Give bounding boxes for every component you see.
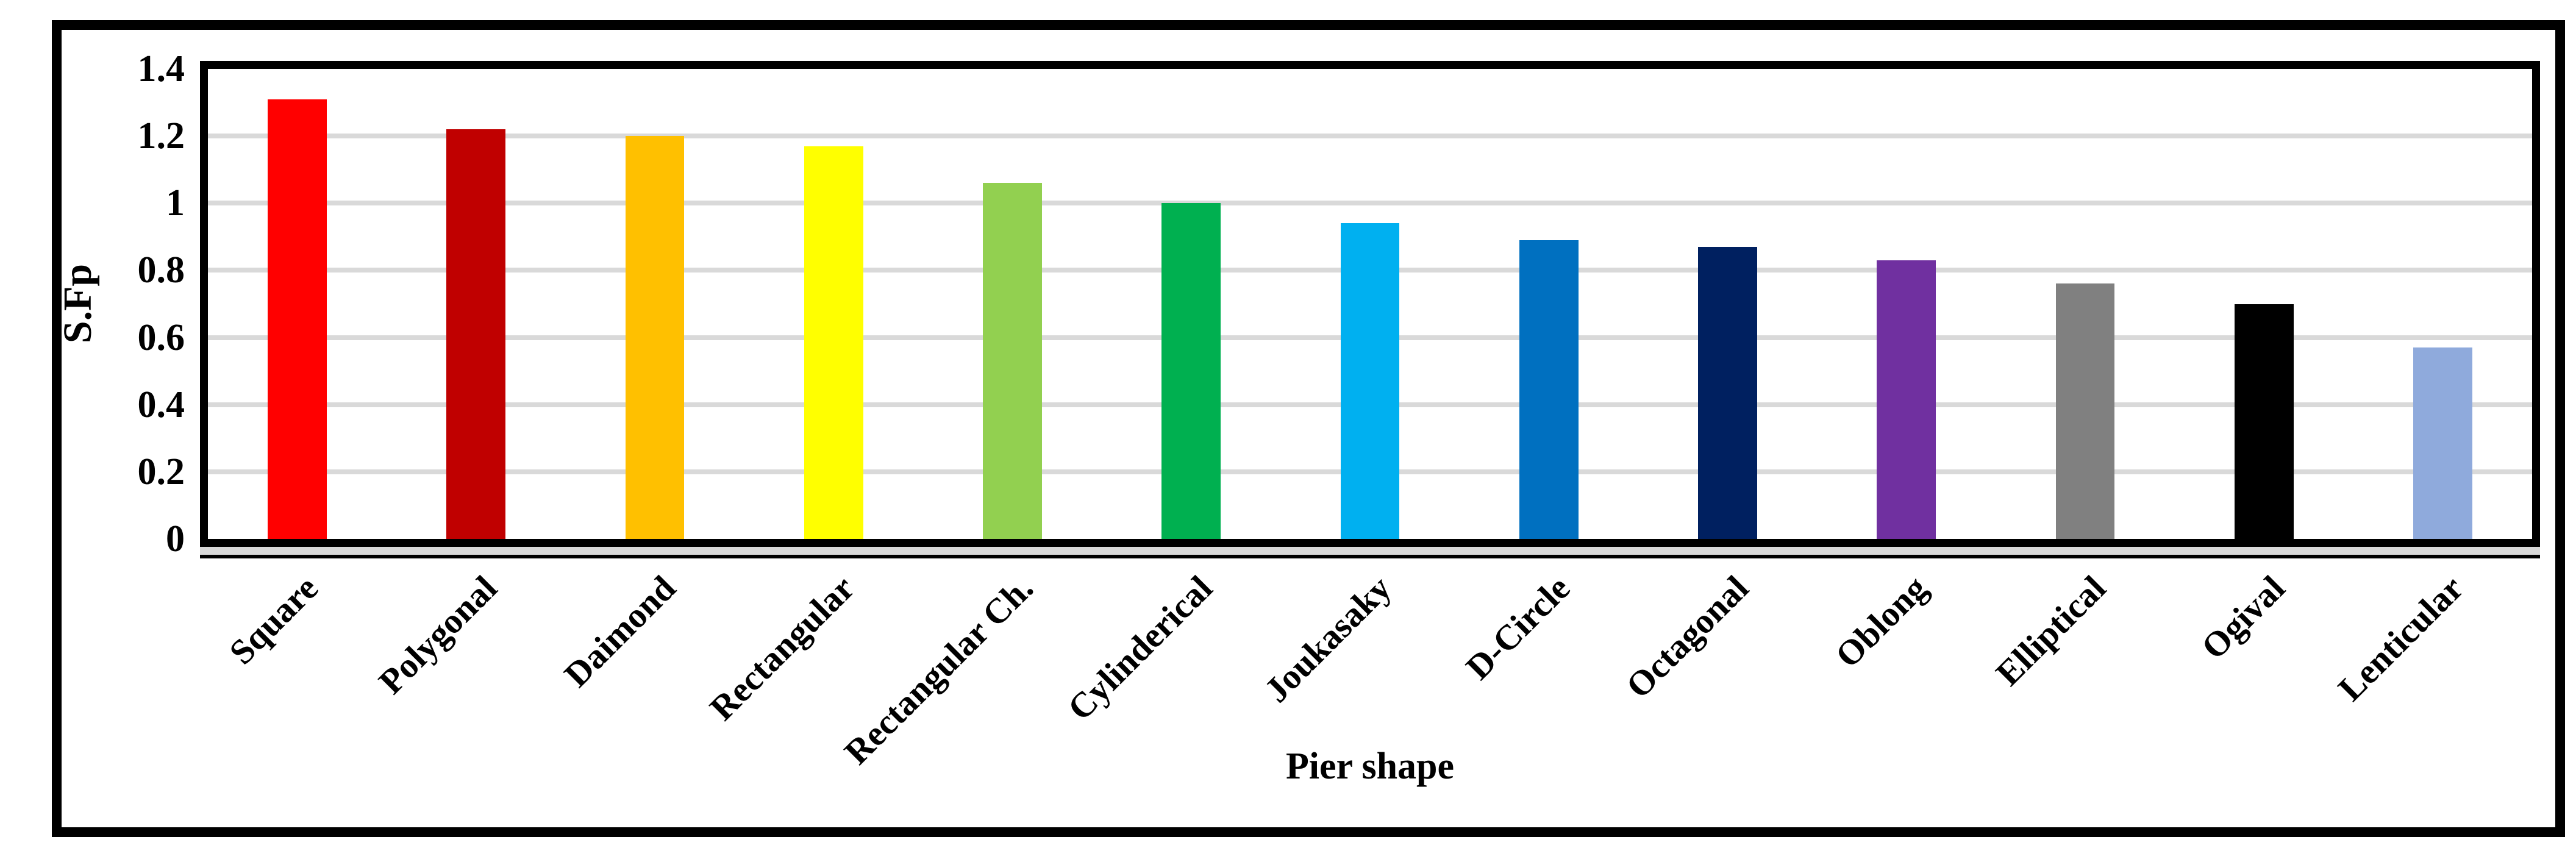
bar-cell xyxy=(1996,69,2174,539)
plot-inner xyxy=(208,69,2532,539)
bar-cell xyxy=(1817,69,1996,539)
bar-daimond xyxy=(625,136,685,539)
bar-cell xyxy=(565,69,744,539)
x-tick-label: Ogival xyxy=(2193,568,2292,667)
bar-square xyxy=(268,99,327,539)
gridline xyxy=(208,201,2532,206)
y-tick-label: 0 xyxy=(166,518,185,560)
y-tick-label: 0.2 xyxy=(137,451,185,493)
bar-oblong xyxy=(1877,260,1936,539)
x-axis-baseline xyxy=(200,547,2540,558)
y-tick-label: 1.2 xyxy=(137,115,185,157)
bar-lenticular xyxy=(2413,347,2472,539)
bar-cell xyxy=(387,69,565,539)
bar-cell xyxy=(923,69,1102,539)
x-tick-label: Square xyxy=(221,568,326,672)
bar-cylinderical xyxy=(1161,203,1221,539)
bar-d-circle xyxy=(1519,240,1579,539)
bar-cell xyxy=(1460,69,1638,539)
bar-polygonal xyxy=(446,129,506,539)
gridline xyxy=(208,134,2532,139)
bar-series xyxy=(208,69,2532,539)
x-tick-label: D-Circle xyxy=(1458,568,1577,688)
bar-joukasaky xyxy=(1340,223,1400,539)
bar-cell xyxy=(744,69,923,539)
bar-cell xyxy=(1638,69,1817,539)
bar-cell xyxy=(1280,69,1459,539)
y-tick-label: 0.4 xyxy=(137,383,185,426)
x-tick-label: Oblong xyxy=(1827,568,1935,675)
bar-cell xyxy=(1102,69,1280,539)
bar-rectangular-ch xyxy=(983,183,1042,539)
bar-rectangular xyxy=(804,146,863,539)
bar-cell xyxy=(2175,69,2353,539)
y-tick-label: 1.4 xyxy=(137,48,185,90)
x-tick-label: Daimond xyxy=(556,568,683,695)
bar-ogival xyxy=(2234,304,2294,539)
y-tick-label: 0.8 xyxy=(137,249,185,291)
bar-cell xyxy=(208,69,387,539)
bar-octagonal xyxy=(1698,246,1757,539)
bar-cell xyxy=(2353,69,2532,539)
plot-area xyxy=(200,61,2540,547)
x-axis-title: Pier shape xyxy=(1285,746,1455,787)
x-tick-label: Polygonal xyxy=(371,568,505,702)
y-tick-label: 1 xyxy=(166,182,185,224)
bar-elliptical xyxy=(2055,283,2115,539)
y-tick-label: 0.6 xyxy=(137,316,185,358)
x-tick-label: Octagonal xyxy=(1618,568,1757,706)
x-tick-label: Elliptical xyxy=(1988,568,2114,694)
